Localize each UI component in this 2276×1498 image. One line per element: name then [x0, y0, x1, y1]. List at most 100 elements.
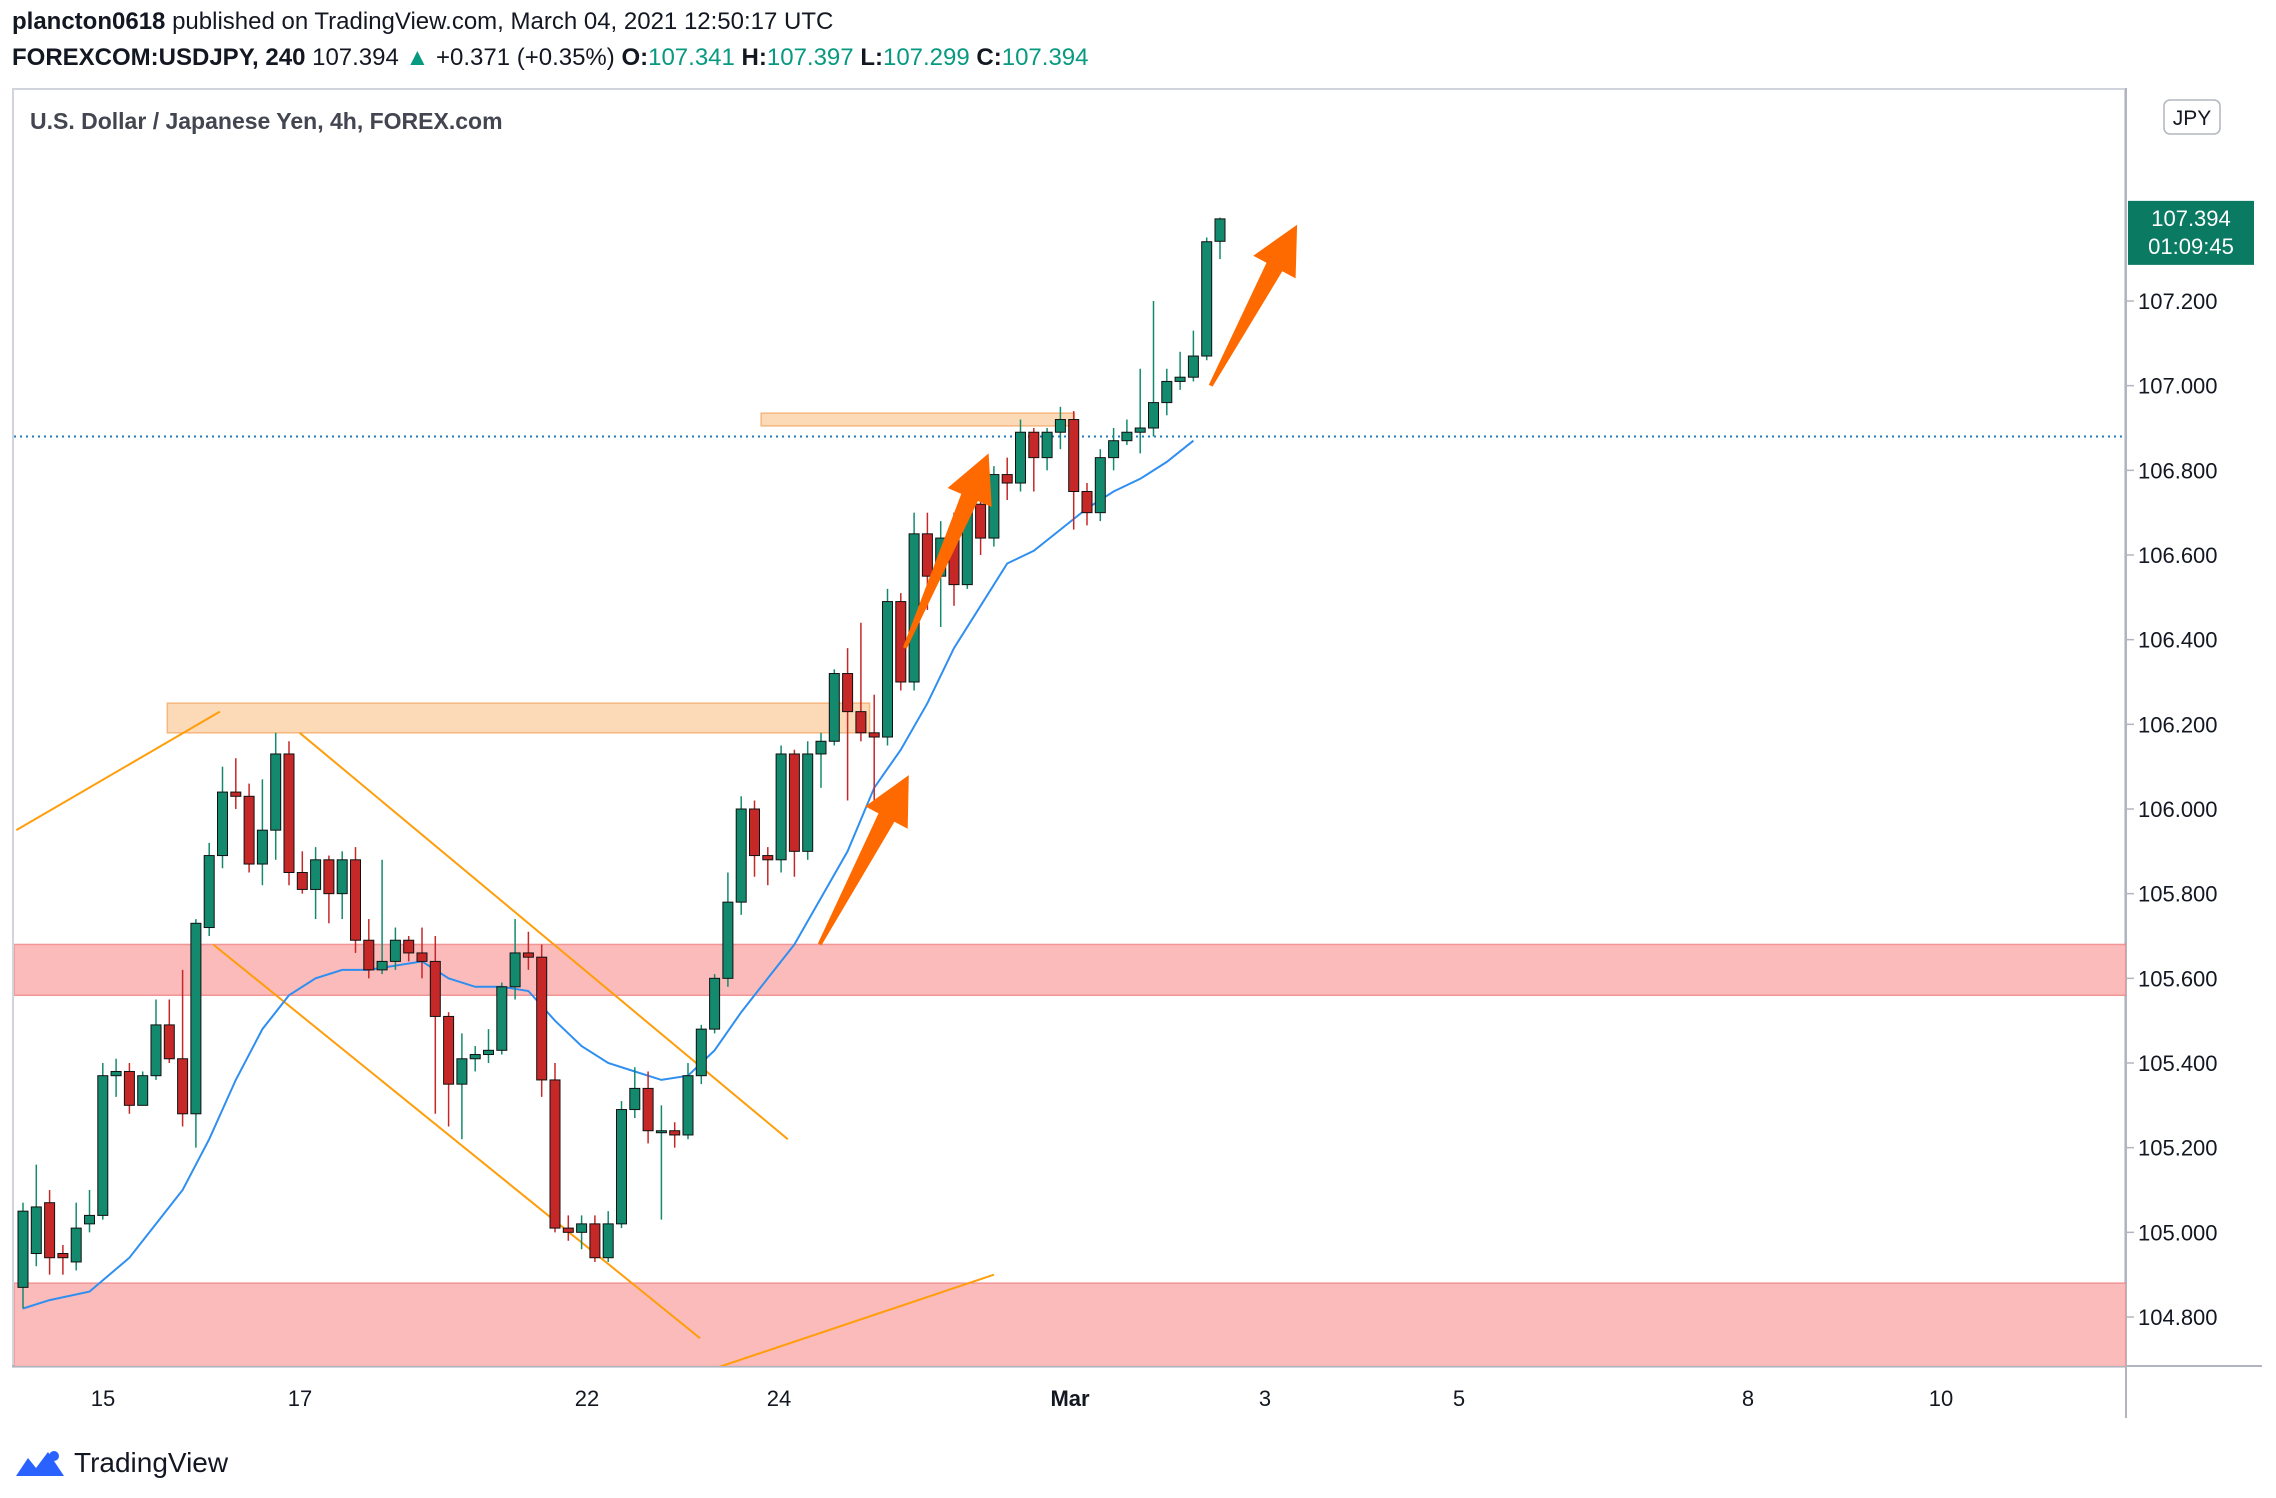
candle[interactable] [655, 1105, 667, 1220]
candle[interactable] [123, 1063, 135, 1114]
candle[interactable] [1054, 406, 1066, 450]
candle[interactable] [762, 847, 774, 886]
candle[interactable] [509, 919, 521, 1000]
candle[interactable] [522, 931, 534, 970]
candle[interactable] [363, 919, 375, 979]
candle[interactable] [323, 855, 335, 924]
candle[interactable] [456, 1033, 468, 1140]
candle[interactable] [17, 1202, 29, 1309]
currency-button[interactable]: JPY [2163, 99, 2221, 135]
candle[interactable] [1134, 368, 1146, 454]
candle[interactable] [1068, 411, 1080, 530]
candle[interactable] [868, 694, 880, 809]
candle[interactable] [97, 1063, 109, 1220]
candle[interactable] [788, 749, 800, 877]
candle[interactable] [722, 872, 734, 987]
candle[interactable] [695, 1024, 707, 1085]
candle[interactable] [1081, 483, 1093, 526]
candle[interactable] [975, 495, 987, 555]
candle[interactable] [1148, 301, 1159, 437]
candle[interactable] [616, 1101, 627, 1229]
candle[interactable] [1187, 330, 1199, 382]
candle[interactable] [682, 1063, 694, 1140]
candle[interactable] [150, 999, 162, 1080]
candle[interactable] [562, 1215, 574, 1241]
candle[interactable] [895, 593, 907, 691]
candle[interactable] [256, 779, 268, 886]
candle[interactable] [1028, 428, 1040, 492]
candle[interactable] [802, 741, 814, 860]
candle[interactable] [549, 1063, 561, 1233]
candle[interactable] [1161, 368, 1173, 416]
candle[interactable] [855, 622, 867, 742]
candle[interactable] [203, 842, 215, 936]
candle[interactable] [30, 1164, 42, 1267]
author-name[interactable]: plancton0618 [12, 8, 166, 35]
candle[interactable] [296, 851, 308, 894]
candle-body [1028, 431, 1040, 459]
candle[interactable] [336, 851, 348, 920]
candle[interactable] [389, 927, 401, 970]
candle[interactable] [1041, 428, 1053, 471]
x-tick-label: 8 [1742, 1386, 1754, 1411]
candle[interactable] [536, 944, 548, 1097]
candle[interactable] [735, 796, 747, 915]
candle[interactable] [589, 1215, 601, 1262]
published-text: published on TradingView.com, March 04, … [172, 8, 834, 35]
candle[interactable] [496, 982, 508, 1055]
candle[interactable] [177, 969, 189, 1127]
candle[interactable] [1121, 419, 1133, 445]
candle[interactable] [70, 1202, 82, 1271]
candle[interactable] [669, 1122, 681, 1148]
candle[interactable] [57, 1245, 69, 1275]
candle[interactable] [163, 999, 175, 1064]
candle[interactable] [749, 800, 760, 877]
candle[interactable] [190, 919, 202, 1148]
candle[interactable] [230, 758, 242, 809]
candle[interactable] [469, 1046, 481, 1072]
candle[interactable] [270, 732, 282, 860]
candle[interactable] [429, 936, 441, 1114]
candle[interactable] [842, 648, 854, 801]
candle[interactable] [1108, 428, 1120, 471]
candle-body [70, 1227, 82, 1263]
candle[interactable] [882, 588, 893, 746]
candle[interactable] [217, 766, 228, 869]
candle[interactable] [629, 1067, 641, 1119]
candle[interactable] [1174, 351, 1186, 390]
candle[interactable] [376, 859, 388, 975]
candle[interactable] [1214, 217, 1226, 260]
candle[interactable] [84, 1190, 95, 1233]
candle[interactable] [443, 1012, 455, 1127]
candle-body [150, 1024, 162, 1077]
candle[interactable] [1201, 237, 1213, 361]
candle[interactable] [815, 732, 827, 788]
candle[interactable] [110, 1058, 122, 1097]
candle[interactable] [1001, 457, 1013, 500]
candle[interactable] [403, 936, 415, 962]
candle[interactable] [1015, 419, 1026, 492]
footer-brand[interactable]: TradingView [14, 1446, 228, 1480]
candle[interactable] [602, 1211, 614, 1262]
candle[interactable] [483, 1029, 494, 1063]
candle[interactable] [416, 927, 428, 979]
candle[interactable] [350, 847, 361, 953]
candle[interactable] [709, 974, 721, 1034]
candle[interactable] [243, 783, 255, 873]
candle[interactable] [310, 847, 322, 920]
candle[interactable] [576, 1215, 588, 1250]
support-zone-2 [14, 943, 2126, 997]
symbol-label[interactable]: FOREXCOM:USDJPY, 240 [12, 44, 306, 71]
candle-body [1214, 218, 1226, 242]
candle[interactable] [283, 741, 295, 886]
candle[interactable] [137, 1071, 149, 1106]
candle[interactable] [1094, 449, 1106, 522]
candle[interactable] [908, 512, 920, 691]
candle[interactable] [988, 466, 1000, 547]
candle-body [562, 1227, 574, 1233]
candle[interactable] [642, 1071, 654, 1144]
candle[interactable] [775, 745, 787, 873]
candle[interactable] [44, 1190, 56, 1275]
candle[interactable] [828, 669, 840, 746]
